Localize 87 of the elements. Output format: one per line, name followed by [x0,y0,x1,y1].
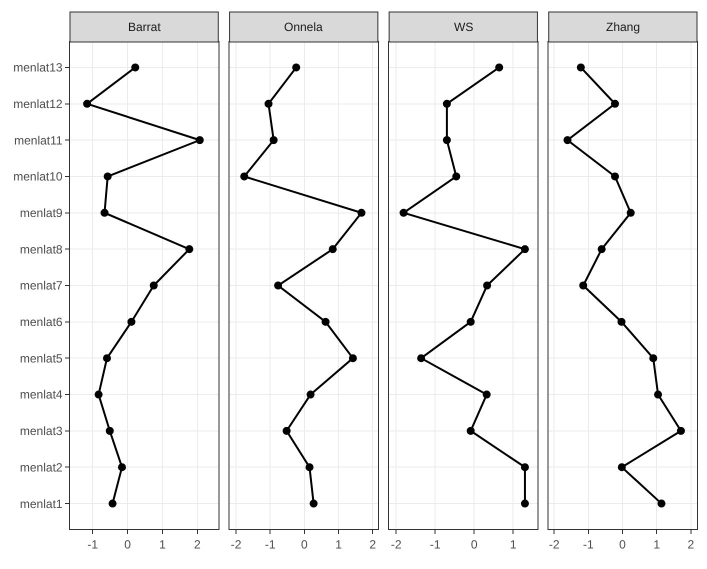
point [292,63,300,72]
point [442,100,451,108]
x-tick-label: 0 [470,537,478,552]
x-tick-label: -1 [87,537,98,552]
point [118,463,126,472]
x-tick-label: -1 [430,537,441,552]
point [618,318,626,326]
point [483,282,492,290]
point [520,245,529,254]
x-tick-label: 2 [369,537,376,552]
point [495,63,504,72]
point [357,208,366,217]
point [306,390,315,399]
x-tick-label: -1 [583,537,594,552]
x-tick-label: -2 [390,537,402,552]
point [576,63,585,72]
point [185,245,194,254]
x-tick-label: 2 [194,537,202,552]
point [274,282,282,290]
x-tick-label: -2 [548,537,560,552]
point [310,500,318,508]
point [626,208,635,217]
point [466,426,475,435]
x-tick-label: 1 [335,537,342,552]
point [240,172,248,180]
point [150,282,158,290]
x-tick-label: 0 [619,537,626,552]
point [452,172,460,180]
y-tick-label: menlat2 [20,460,63,474]
point [108,500,117,508]
x-tick-label: 2 [688,537,695,552]
point [306,463,314,472]
point [657,500,666,508]
x-tick-label: -2 [230,537,242,552]
point [579,282,588,290]
x-tick-label: -1 [264,537,276,552]
point [649,354,658,362]
chart-title: Barrat [128,20,162,34]
point [127,318,136,326]
y-tick-label: menlat1 [20,496,63,511]
y-tick-label: menlat4 [20,388,63,402]
point [282,426,291,435]
chart-title: Zhang [606,20,640,34]
point [131,63,140,72]
point [106,426,114,435]
point [196,136,204,144]
x-tick-label: 0 [301,537,308,552]
y-tick-label: menlat8 [20,242,63,256]
point [466,318,475,326]
y-tick-label: menlat5 [20,351,63,366]
y-tick-label: menlat11 [14,133,63,148]
point [520,500,529,508]
point [328,245,337,254]
point [676,426,685,435]
x-tick-label: 1 [653,537,660,552]
point [100,208,109,217]
y-tick-label: menlat3 [20,424,63,438]
point [618,463,626,472]
point [598,245,606,254]
point [102,354,111,362]
point [348,354,357,362]
point [270,136,278,144]
point [94,390,103,399]
x-tick-label: 1 [159,537,166,552]
point [611,172,619,180]
point [564,136,572,144]
point [322,318,330,326]
y-tick-label: menlat9 [20,206,63,220]
chart-title: Onnela [284,20,324,34]
point [611,100,619,108]
y-tick-label: menlat12 [13,96,63,111]
y-tick-label: menlat7 [20,278,63,293]
y-tick-label: menlat10 [13,170,63,184]
point [442,136,451,144]
point [104,172,112,180]
y-tick-label: menlat6 [20,315,63,330]
x-tick-label: 0 [124,537,132,552]
point [654,390,662,399]
point [83,100,92,108]
chart-title: WS [454,20,474,34]
y-tick-label: menlat13 [13,60,63,75]
point [264,100,273,108]
point [482,390,491,399]
point [400,208,408,217]
point [417,354,426,362]
point [520,463,529,472]
x-tick-label: 1 [510,537,517,552]
